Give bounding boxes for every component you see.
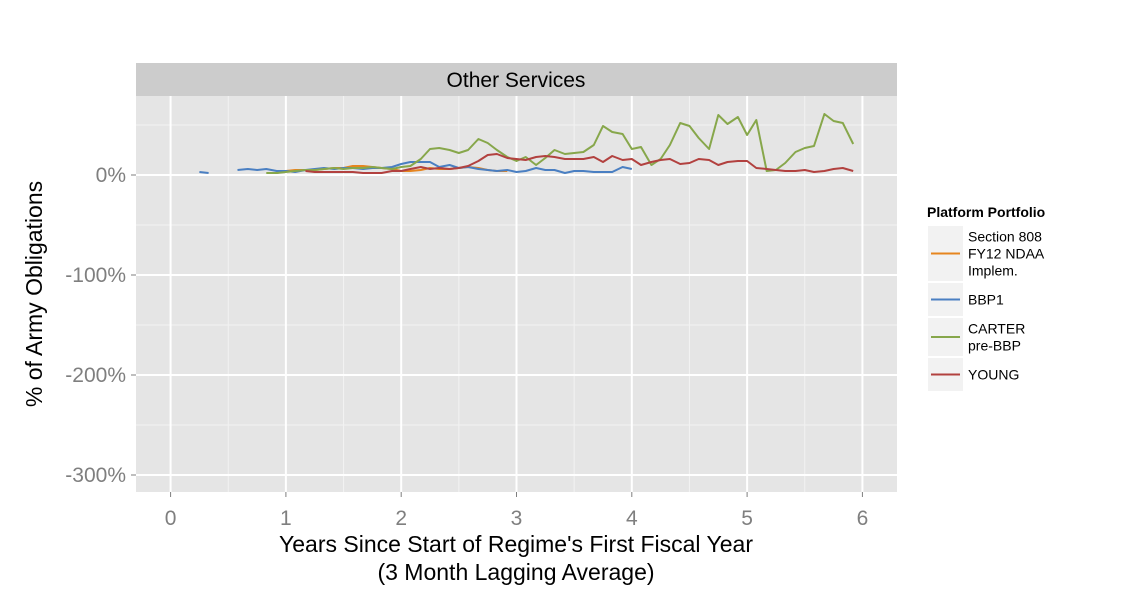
x-tick-label: 5 — [741, 507, 753, 530]
grid — [136, 96, 897, 492]
legend-title: Platform Portfolio — [927, 204, 1045, 220]
y-tick-label: -300% — [65, 464, 126, 487]
series-line-bbp1 — [199, 171, 209, 174]
facet-title: Other Services — [447, 69, 586, 92]
series-layer — [199, 113, 855, 174]
x-tick-label: 4 — [626, 507, 638, 530]
y-tick-label: 0% — [96, 164, 126, 187]
x-tick-label: 0 — [165, 507, 177, 530]
x-axis: 0 1 2 3 4 5 6 — [165, 492, 869, 530]
facet-strip — [136, 63, 897, 96]
series-line-carter-pre-bbp — [266, 113, 855, 174]
legend-label: YOUNG — [968, 367, 1019, 383]
x-tick-label: 1 — [280, 507, 292, 530]
legend-label: FY12 NDAA — [968, 246, 1045, 262]
y-tick-label: -200% — [65, 364, 126, 387]
y-axis: 0% -100% -200% -300% — [65, 164, 136, 487]
x-tick-label: 3 — [511, 507, 523, 530]
x-tick-label: 2 — [395, 507, 407, 530]
legend-label: pre-BBP — [968, 338, 1021, 354]
series-line-young — [305, 153, 854, 174]
x-tick-label: 6 — [857, 507, 869, 530]
legend-label: Section 808 — [968, 229, 1042, 245]
legend-label: CARTER — [968, 321, 1025, 337]
x-axis-title-line1: Years Since Start of Regime's First Fisc… — [279, 531, 753, 557]
legend-label: BBP1 — [968, 292, 1004, 308]
legend-label: Implem. — [968, 263, 1018, 279]
y-tick-label: -100% — [65, 264, 126, 287]
y-axis-title: % of Army Obligations — [21, 181, 47, 407]
x-axis-title-line2: (3 Month Lagging Average) — [377, 559, 654, 585]
